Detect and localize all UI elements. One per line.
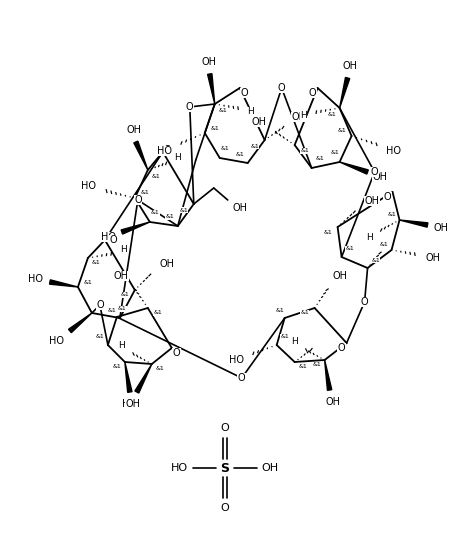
- Text: &1: &1: [152, 175, 160, 180]
- Text: O: O: [221, 503, 229, 513]
- Text: O: O: [371, 167, 378, 177]
- Polygon shape: [135, 364, 152, 393]
- Text: OH: OH: [261, 463, 278, 473]
- Text: &1: &1: [323, 229, 332, 235]
- Polygon shape: [325, 360, 332, 390]
- Text: O: O: [173, 348, 180, 358]
- Text: OH: OH: [325, 397, 340, 407]
- Text: O: O: [221, 423, 229, 433]
- Text: O: O: [338, 343, 345, 353]
- Text: &1: &1: [300, 148, 309, 153]
- Text: O: O: [278, 83, 285, 93]
- Polygon shape: [400, 220, 428, 227]
- Text: O: O: [109, 235, 117, 245]
- Text: O: O: [238, 373, 245, 383]
- Text: &1: &1: [153, 310, 162, 316]
- Text: HO: HO: [28, 274, 43, 284]
- Text: OH: OH: [159, 259, 174, 269]
- Polygon shape: [121, 222, 150, 234]
- Text: &1: &1: [371, 257, 380, 263]
- Text: HO: HO: [157, 146, 172, 156]
- Text: &1: &1: [250, 144, 259, 148]
- Text: S: S: [220, 461, 229, 474]
- Polygon shape: [340, 162, 368, 174]
- Polygon shape: [50, 280, 78, 287]
- Text: &1: &1: [179, 207, 188, 212]
- Polygon shape: [207, 73, 215, 104]
- Text: O: O: [134, 195, 142, 205]
- Polygon shape: [125, 362, 132, 392]
- Text: H: H: [366, 234, 373, 242]
- Text: &1: &1: [151, 211, 159, 215]
- Text: &1: &1: [140, 190, 149, 196]
- Text: &1: &1: [92, 260, 100, 265]
- Polygon shape: [69, 313, 92, 333]
- Text: O: O: [384, 192, 391, 202]
- Text: OH: OH: [291, 112, 306, 122]
- Text: &1: &1: [337, 129, 346, 133]
- Text: &1: &1: [166, 214, 174, 220]
- Text: OH: OH: [426, 253, 441, 263]
- Text: &1: &1: [345, 247, 354, 251]
- Text: HO: HO: [171, 463, 189, 473]
- Polygon shape: [340, 77, 350, 108]
- Text: &1: &1: [298, 364, 307, 369]
- Text: H: H: [119, 341, 125, 351]
- Text: H: H: [120, 245, 127, 255]
- Text: OH: OH: [332, 271, 347, 281]
- Text: OH: OH: [434, 223, 449, 233]
- Text: O: O: [186, 102, 193, 112]
- Text: &1: &1: [120, 293, 129, 297]
- Text: OH: OH: [372, 172, 387, 182]
- Text: &1: &1: [275, 308, 284, 312]
- Text: HO: HO: [50, 336, 64, 346]
- Text: &1: &1: [379, 242, 388, 248]
- Text: O: O: [96, 300, 104, 310]
- Text: O: O: [241, 88, 249, 98]
- Text: &1: &1: [112, 364, 121, 369]
- Text: &1: &1: [210, 125, 219, 130]
- Text: O: O: [164, 145, 172, 155]
- Text: OH: OH: [232, 203, 247, 213]
- Text: HO: HO: [81, 181, 97, 191]
- Text: &1: &1: [235, 152, 244, 157]
- Text: HO: HO: [122, 399, 138, 409]
- Text: &1: &1: [117, 307, 126, 311]
- Text: &1: &1: [280, 334, 289, 339]
- Text: &1: &1: [156, 367, 164, 371]
- Text: OH: OH: [342, 61, 357, 71]
- Text: OH: OH: [364, 196, 379, 206]
- Text: &1: &1: [107, 308, 116, 312]
- Text: OH: OH: [125, 399, 140, 409]
- Text: &1: &1: [221, 146, 229, 152]
- Text: O: O: [361, 297, 368, 307]
- Text: &1: &1: [387, 212, 396, 218]
- Text: H: H: [300, 111, 307, 121]
- Text: H: H: [247, 108, 254, 116]
- Polygon shape: [134, 141, 148, 170]
- Text: &1: &1: [96, 334, 104, 339]
- Text: OH: OH: [201, 57, 216, 67]
- Text: O: O: [309, 88, 317, 98]
- Text: &1: &1: [327, 113, 336, 117]
- Text: &1: &1: [315, 157, 324, 161]
- Text: HO: HO: [386, 146, 401, 156]
- Text: OH: OH: [126, 125, 141, 135]
- Text: &1: &1: [96, 302, 104, 308]
- Text: &1: &1: [218, 108, 227, 114]
- Text: OH: OH: [113, 271, 129, 281]
- Text: &1: &1: [330, 151, 339, 155]
- Text: &1: &1: [83, 279, 92, 285]
- Text: HO: HO: [229, 355, 244, 365]
- Text: H: H: [175, 153, 181, 161]
- Text: &1: &1: [300, 310, 309, 316]
- Text: &1: &1: [312, 362, 321, 368]
- Text: HO: HO: [101, 232, 116, 242]
- Text: OH: OH: [251, 117, 266, 127]
- Text: H: H: [291, 338, 298, 346]
